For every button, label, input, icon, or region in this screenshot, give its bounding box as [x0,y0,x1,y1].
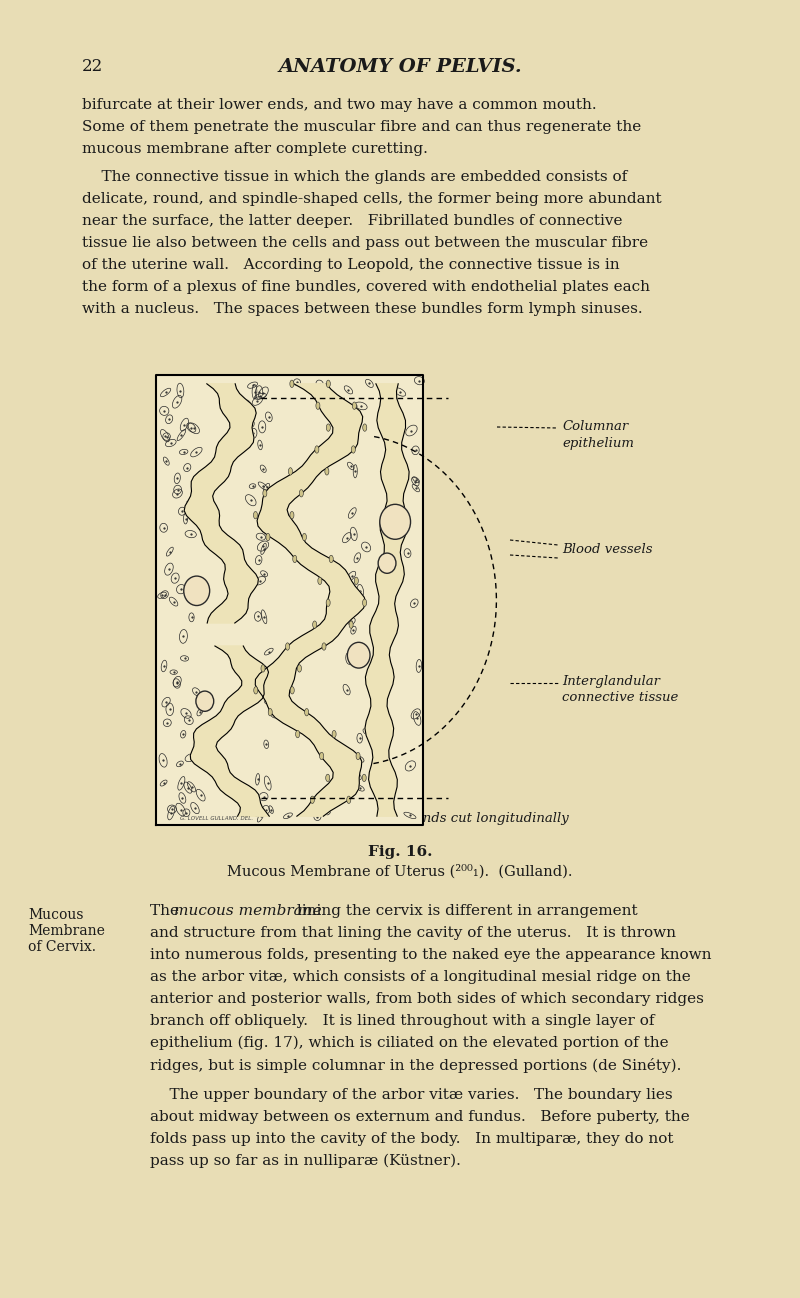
Polygon shape [184,384,258,623]
Text: bifurcate at their lower ends, and two may have a common mouth.: bifurcate at their lower ends, and two m… [82,99,597,112]
Ellipse shape [352,402,356,409]
Ellipse shape [261,665,265,672]
Ellipse shape [326,774,330,781]
Ellipse shape [302,533,306,541]
Text: ANATOMY OF PELVIS.: ANATOMY OF PELVIS. [278,58,522,77]
Text: connective tissue: connective tissue [562,691,678,704]
Ellipse shape [318,578,322,584]
Ellipse shape [349,620,353,628]
Ellipse shape [322,643,326,650]
Text: into numerous folds, presenting to the naked eye the appearance known: into numerous folds, presenting to the n… [150,948,711,962]
Ellipse shape [362,424,366,431]
Circle shape [196,691,214,711]
Text: mucous membrane: mucous membrane [174,903,322,918]
Ellipse shape [362,774,366,781]
Text: Fig. 16.: Fig. 16. [368,845,432,859]
Ellipse shape [326,600,330,606]
Circle shape [347,643,370,668]
Ellipse shape [332,731,336,737]
Circle shape [184,576,210,606]
Ellipse shape [299,489,303,497]
Ellipse shape [266,533,270,541]
Text: Interglandular: Interglandular [562,675,660,688]
Text: Membrane: Membrane [28,924,105,938]
Text: of Cervix.: of Cervix. [28,940,96,954]
Text: of the uterine wall.   According to Leopold, the connective tissue is in: of the uterine wall. According to Leopol… [82,258,620,273]
Ellipse shape [362,600,366,606]
Ellipse shape [313,620,317,628]
Text: mucous membrane after complete curetting.: mucous membrane after complete curetting… [82,141,428,156]
Polygon shape [255,384,366,816]
Ellipse shape [326,380,330,388]
Ellipse shape [298,665,302,672]
Text: lining the cervix is different in arrangement: lining the cervix is different in arrang… [292,903,638,918]
Ellipse shape [329,556,334,562]
Text: folds pass up into the cavity of the body.   In multiparæ, they do not: folds pass up into the cavity of the bod… [150,1132,674,1146]
Text: The connective tissue in which the glands are embedded consists of: The connective tissue in which the gland… [82,170,627,184]
Ellipse shape [319,753,324,759]
Text: branch off obliquely.   It is lined throughout with a single layer of: branch off obliquely. It is lined throug… [150,1014,654,1028]
Text: ridges, but is simple columnar in the depressed portions (de Sinéty).: ridges, but is simple columnar in the de… [150,1058,682,1073]
Ellipse shape [310,796,314,803]
Text: 22: 22 [82,58,103,75]
Text: anterior and posterior walls, from both sides of which secondary ridges: anterior and posterior walls, from both … [150,992,704,1006]
Text: tissue lie also between the cells and pass out between the muscular fibre: tissue lie also between the cells and pa… [82,236,648,251]
Text: Mucous: Mucous [28,909,83,922]
Text: with a nucleus.   The spaces between these bundles form lymph sinuses.: with a nucleus. The spaces between these… [82,302,642,315]
Polygon shape [365,384,409,816]
Text: epithelium (fig. 17), which is ciliated on the elevated portion of the: epithelium (fig. 17), which is ciliated … [150,1036,669,1050]
Ellipse shape [316,402,320,409]
Polygon shape [190,646,270,816]
Text: near the surface, the latter deeper.   Fibrillated bundles of connective: near the surface, the latter deeper. Fib… [82,214,622,228]
Ellipse shape [346,796,351,803]
Text: about midway between os externum and fundus.   Before puberty, the: about midway between os externum and fun… [150,1110,690,1124]
Polygon shape [156,375,423,826]
Ellipse shape [286,643,290,650]
Text: The upper boundary of the arbor vitæ varies.   The boundary lies: The upper boundary of the arbor vitæ var… [150,1088,673,1102]
Text: the form of a plexus of fine bundles, covered with endothelial plates each: the form of a plexus of fine bundles, co… [82,280,650,295]
Ellipse shape [296,731,300,737]
Text: Some of them penetrate the muscular fibre and can thus regenerate the: Some of them penetrate the muscular fibr… [82,119,642,134]
Text: Glands cut longitudinally: Glands cut longitudinally [400,813,569,826]
Ellipse shape [254,687,258,694]
Text: G. LOVELL GULLAND. DEL.: G. LOVELL GULLAND. DEL. [181,816,254,820]
Ellipse shape [351,445,355,453]
Text: Mucous Membrane of Uterus (²⁰⁰₁).  (Gulland).: Mucous Membrane of Uterus (²⁰⁰₁). (Gulla… [227,864,573,879]
Ellipse shape [290,511,294,519]
Ellipse shape [356,753,360,759]
Text: pass up so far as in nulliparæ (Küstner).: pass up so far as in nulliparæ (Küstner)… [150,1154,461,1168]
Ellipse shape [305,709,309,716]
Text: delicate, round, and spindle-shaped cells, the former being more abundant: delicate, round, and spindle-shaped cell… [82,192,662,206]
Ellipse shape [263,489,267,497]
Text: The: The [150,903,184,918]
Ellipse shape [354,578,358,584]
Text: Blood vessels: Blood vessels [562,543,653,556]
Text: Mouths of Gland: Mouths of Gland [304,376,416,389]
Circle shape [378,553,396,574]
Ellipse shape [290,687,294,694]
Ellipse shape [325,467,329,475]
Ellipse shape [326,424,330,431]
Ellipse shape [254,511,258,519]
Ellipse shape [289,467,293,475]
Text: and structure from that lining the cavity of the uterus.   It is thrown: and structure from that lining the cavit… [150,925,676,940]
Ellipse shape [315,445,319,453]
Ellipse shape [268,709,272,716]
Text: epithelium: epithelium [562,437,634,450]
Ellipse shape [290,380,294,388]
Text: Columnar: Columnar [562,421,628,434]
Ellipse shape [293,556,297,562]
Circle shape [380,505,410,539]
Text: as the arbor vitæ, which consists of a longitudinal mesial ridge on the: as the arbor vitæ, which consists of a l… [150,970,690,984]
